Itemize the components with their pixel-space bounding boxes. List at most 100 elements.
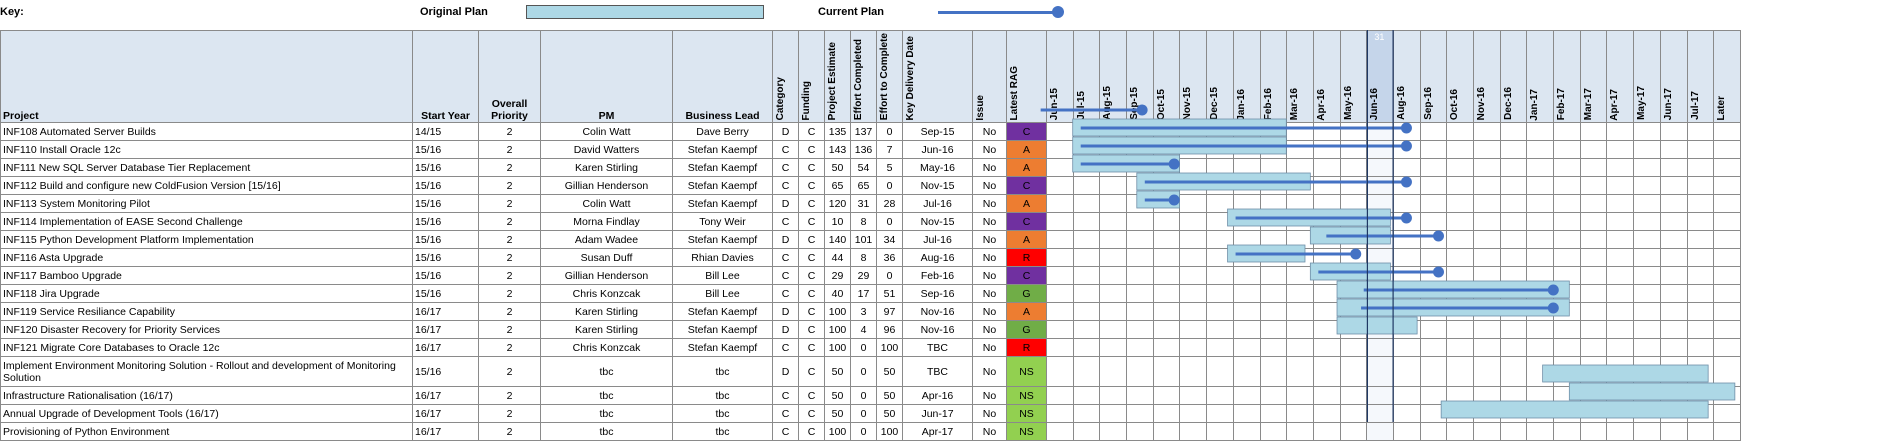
cell-issue[interactable]: No [972,422,1007,441]
timeline-cell[interactable] [1446,422,1474,441]
col-header-start-year[interactable]: Start Year [412,29,479,124]
month-header-dec-16[interactable]: Dec-16 [1499,29,1528,124]
timeline-cell[interactable] [1579,422,1608,441]
cell-project-name[interactable]: Implement Environment Monitoring Solutio… [0,356,413,388]
timeline-cell[interactable] [1392,356,1421,388]
cell-business-lead[interactable]: Stefan Kaempf [672,320,773,340]
month-header-jan-17[interactable]: Jan-17 [1526,29,1555,124]
cell-project-name[interactable]: INF120 Disaster Recovery for Priority Se… [0,320,413,340]
timeline-cell[interactable] [1553,422,1581,441]
month-header-jun-16[interactable]: Jun-16 [1366,29,1394,124]
cell-estimate[interactable]: 120 [824,194,851,214]
timeline-cell[interactable] [1099,422,1128,441]
rag-status-badge[interactable]: A [1006,302,1047,322]
cell-estimate[interactable]: 100 [824,422,851,441]
timeline-cell[interactable] [1206,356,1234,388]
col-header-issue[interactable]: Issue [972,29,1007,124]
timeline-cell[interactable] [1526,422,1555,441]
cell-pm[interactable]: tbc [540,422,673,441]
timeline-cell[interactable] [1473,356,1501,388]
cell-effort-to-complete[interactable]: 100 [876,422,903,441]
table-row[interactable]: INF119 Service Resiliance Capability 16/1… [0,302,1741,322]
cell-funding[interactable]: C [798,356,825,388]
timeline-cell[interactable] [1152,422,1181,441]
cell-issue[interactable]: No [972,212,1007,232]
table-row[interactable]: INF111 New SQL Server Database Tier Repl… [0,158,1741,178]
cell-start-year[interactable]: 15/16 [412,176,479,196]
cell-effort-completed[interactable]: 0 [850,422,877,441]
timeline-cell[interactable] [1713,422,1741,441]
cell-estimate[interactable]: 50 [824,356,851,388]
month-header-nov-16[interactable]: Nov-16 [1473,29,1501,124]
month-header-later[interactable]: Later [1713,29,1741,124]
col-header-category[interactable]: Category [772,29,799,124]
cell-start-year[interactable]: 15/16 [412,140,479,160]
rag-status-badge[interactable]: NS [1006,422,1047,441]
timeline-cell[interactable] [1366,248,1394,268]
cell-delivery-date[interactable]: Jun-17 [902,404,973,424]
timeline-cell[interactable] [1072,422,1101,441]
cell-funding[interactable]: C [798,422,825,441]
cell-project-name[interactable]: INF119 Service Resiliance Capability [0,302,413,322]
rag-status-badge[interactable]: A [1006,194,1047,214]
col-header-project[interactable]: Project [0,29,413,124]
cell-delivery-date[interactable]: Sep-15 [902,122,973,142]
timeline-cell[interactable] [1126,422,1154,441]
cell-start-year[interactable]: 16/17 [412,338,479,358]
timeline-cell[interactable] [1499,422,1528,441]
timeline-cell[interactable] [1633,422,1661,441]
cell-project-name[interactable]: Infrastructure Rationalisation (16/17) [0,386,413,406]
col-header-funding[interactable]: Funding [798,29,825,124]
timeline-cell[interactable] [1046,422,1074,441]
month-header-mar-16[interactable]: Mar-16 [1286,29,1314,124]
month-header-aug-16[interactable]: Aug-16 [1392,29,1421,124]
col-header-business-lead[interactable]: Business Lead [672,29,773,124]
cell-issue[interactable]: No [972,194,1007,214]
timeline-cell[interactable] [1713,356,1741,388]
cell-issue[interactable]: No [972,140,1007,160]
cell-issue[interactable]: No [972,338,1007,358]
cell-project-name[interactable]: INF111 New SQL Server Database Tier Repl… [0,158,413,178]
table-row[interactable]: Annual Upgrade of Development Tools (16/… [0,404,1741,424]
timeline-cell[interactable] [1606,422,1635,441]
rag-status-badge[interactable]: A [1006,230,1047,250]
rag-status-badge[interactable]: G [1006,320,1047,340]
col-header-effort-completed[interactable]: Effort Completed [850,29,877,124]
cell-business-lead[interactable]: Stefan Kaempf [672,302,773,322]
rag-status-badge[interactable]: C [1006,266,1047,286]
col-header-effort-to-complete[interactable]: Effort to Complete [876,29,903,124]
cell-start-year[interactable]: 16/17 [412,422,479,441]
rag-status-badge[interactable]: NS [1006,404,1047,424]
cell-pm[interactable]: Karen Stirling [540,302,673,322]
timeline-cell[interactable] [1339,422,1368,441]
rag-status-badge[interactable]: A [1006,158,1047,178]
timeline-cell[interactable] [1259,422,1288,441]
month-header-apr-17[interactable]: Apr-17 [1606,29,1635,124]
timeline-cell[interactable] [1206,422,1234,441]
timeline-cell[interactable] [1232,422,1261,441]
cell-start-year[interactable]: 16/17 [412,320,479,340]
timeline-cell[interactable] [1659,422,1688,441]
month-header-oct-15[interactable]: Oct-15 [1152,29,1181,124]
month-header-mar-17[interactable]: Mar-17 [1579,29,1608,124]
cell-category[interactable]: C [772,422,799,441]
rag-status-badge[interactable]: R [1006,248,1047,268]
month-header-oct-16[interactable]: Oct-16 [1446,29,1474,124]
timeline-cell[interactable] [1392,422,1421,441]
timeline-cell[interactable] [1286,422,1314,441]
cell-delivery-date[interactable]: Apr-16 [902,386,973,406]
month-header-nov-15[interactable]: Nov-15 [1179,29,1208,124]
cell-effort-completed[interactable]: 136 [850,140,877,160]
cell-start-year[interactable]: 15/16 [412,212,479,232]
rag-status-badge[interactable]: G [1006,284,1047,304]
table-row[interactable]: INF117 Bamboo Upgrade 15/16 2 Gillian Hende… [0,266,1741,286]
cell-issue[interactable]: No [972,266,1007,286]
cell-business-lead[interactable]: Tony Weir [672,212,773,232]
cell-project-name[interactable]: Provisioning of Python Environment [0,422,413,441]
rag-status-badge[interactable]: R [1006,338,1047,358]
timeline-cell[interactable] [1419,422,1448,441]
cell-estimate[interactable]: 135 [824,122,851,142]
month-header-jan-16[interactable]: Jan-16 [1232,29,1261,124]
cell-pm[interactable]: tbc [540,356,673,388]
timeline-cell[interactable] [1366,386,1394,406]
